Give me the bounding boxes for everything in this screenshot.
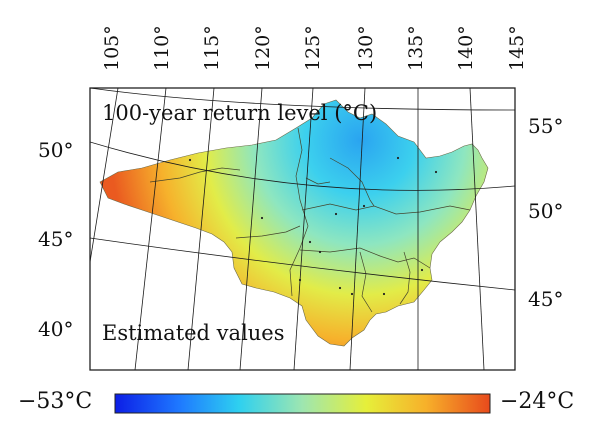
lat-label-left-45: 45°: [38, 227, 74, 251]
lon-label-125: 125°: [302, 25, 324, 71]
colorbar-min-label: −53°C: [18, 389, 93, 414]
colorbar: [114, 393, 491, 414]
graticule: [90, 88, 515, 370]
province-boundaries: [149, 127, 471, 313]
lon-label-140: 140°: [455, 25, 477, 71]
lon-label-120: 120°: [252, 25, 274, 71]
lon-label-110: 110°: [151, 25, 173, 71]
lat-label-right-55: 55°: [528, 114, 564, 138]
map-subtitle: Estimated values: [102, 321, 285, 345]
region-fill: [99, 99, 489, 347]
lon-label-145: 145°: [506, 25, 528, 71]
lat-label-left-50: 50°: [38, 138, 74, 162]
lon-label-115: 115°: [201, 25, 223, 71]
lat-label-right-50: 50°: [528, 199, 564, 223]
station-dots: [188, 156, 438, 296]
lon-label-130: 130°: [355, 25, 377, 71]
lat-label-right-45: 45°: [528, 287, 564, 311]
lat-label-left-40: 40°: [38, 317, 74, 341]
colorbar-max-label: −24°C: [500, 389, 575, 414]
lon-label-105: 105°: [101, 25, 123, 71]
map-title: 100-year return level (°C): [102, 101, 378, 125]
lon-label-135: 135°: [405, 25, 427, 71]
